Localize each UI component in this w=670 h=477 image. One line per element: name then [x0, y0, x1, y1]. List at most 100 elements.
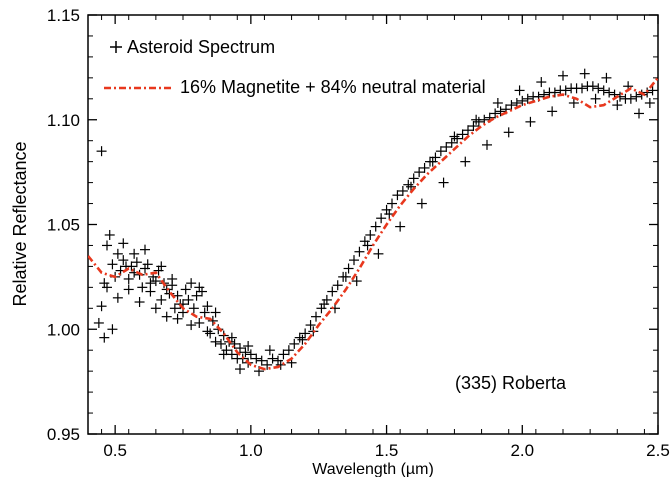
legend-label-asteroid: Asteroid Spectrum [127, 37, 275, 57]
data-point [414, 167, 425, 178]
data-point [416, 198, 427, 209]
plot-area [88, 68, 658, 377]
data-point [457, 129, 468, 140]
data-point [449, 131, 460, 142]
data-point [199, 307, 210, 318]
data-point [397, 185, 408, 196]
data-point [536, 77, 547, 88]
data-point [403, 179, 414, 190]
data-point [468, 121, 479, 132]
data-point [93, 317, 104, 328]
data-point [99, 332, 110, 343]
legend: Asteroid Spectrum 16% Magnetite + 84% ne… [104, 37, 486, 97]
data-point [370, 221, 381, 232]
data-point [156, 261, 167, 272]
data-point [126, 261, 137, 272]
data-point [107, 324, 118, 335]
data-point [644, 97, 655, 108]
data-point [172, 313, 183, 324]
fit-line-series [88, 76, 658, 371]
x-tick-label: 1.5 [375, 441, 399, 460]
data-point [305, 320, 316, 331]
data-point [522, 93, 533, 104]
data-point [321, 294, 332, 305]
data-point [471, 114, 482, 125]
data-point [150, 276, 161, 287]
y-axis-label: Relative Reflectance [10, 141, 30, 306]
data-point [194, 282, 205, 293]
y-tick-labels: 0.95 1.00 1.05 1.10 1.15 [47, 6, 80, 444]
data-point [598, 85, 609, 96]
data-point [590, 93, 601, 104]
data-point [463, 125, 473, 136]
data-point [427, 156, 438, 167]
data-point [137, 282, 148, 293]
data-point [452, 133, 463, 144]
data-point [297, 334, 308, 345]
data-point [381, 204, 392, 215]
data-point [142, 259, 153, 270]
data-point [408, 173, 419, 184]
data-point [167, 273, 178, 284]
data-point [156, 294, 167, 305]
scatter-series [93, 68, 658, 377]
data-point [134, 297, 145, 308]
x-tick-label: 1.0 [239, 441, 263, 460]
data-point [102, 240, 112, 251]
data-point [604, 87, 615, 98]
data-point [202, 301, 213, 312]
data-point [625, 93, 636, 104]
x-tick-labels: 0.5 1.0 1.5 2.0 2.5 [103, 441, 669, 460]
data-point [349, 255, 359, 266]
data-point [145, 286, 156, 297]
data-point [587, 81, 598, 92]
data-point [153, 265, 164, 276]
data-point [473, 116, 484, 127]
data-point [235, 364, 245, 375]
x-axis-label: Wavelength (µm) [312, 461, 434, 477]
data-point [435, 146, 446, 157]
data-point [517, 95, 528, 106]
data-point [229, 338, 240, 349]
data-point [525, 116, 536, 127]
data-point [256, 355, 267, 366]
data-point [191, 290, 202, 301]
data-point [186, 320, 197, 331]
data-point [343, 263, 354, 274]
data-point [161, 311, 172, 322]
data-point [140, 244, 150, 255]
legend-label-model: 16% Magnetite + 84% neutral material [180, 77, 486, 97]
data-point [387, 198, 397, 209]
data-point [243, 341, 254, 352]
data-point [365, 229, 376, 240]
data-point [262, 359, 273, 370]
data-point [395, 221, 406, 232]
data-point [183, 294, 194, 305]
data-point [642, 87, 653, 98]
data-point [145, 278, 156, 289]
data-point [558, 70, 568, 81]
data-point [547, 106, 558, 117]
data-point [332, 280, 343, 291]
y-tick-label: 1.10 [47, 111, 80, 130]
data-point [316, 303, 327, 314]
data-point [194, 317, 205, 328]
data-point [197, 286, 207, 297]
data-point [210, 307, 221, 318]
x-tick-label: 0.5 [103, 441, 127, 460]
data-point [207, 315, 218, 326]
data-point [240, 347, 251, 358]
data-point [634, 108, 644, 119]
data-point [186, 278, 197, 289]
data-point [96, 146, 107, 157]
data-point [362, 240, 373, 251]
data-point [482, 139, 492, 150]
data-point [188, 303, 199, 314]
data-point [202, 326, 213, 337]
data-point [96, 301, 107, 312]
data-point [568, 97, 579, 108]
data-point [446, 137, 457, 148]
data-point [294, 332, 305, 343]
data-point [492, 97, 503, 108]
